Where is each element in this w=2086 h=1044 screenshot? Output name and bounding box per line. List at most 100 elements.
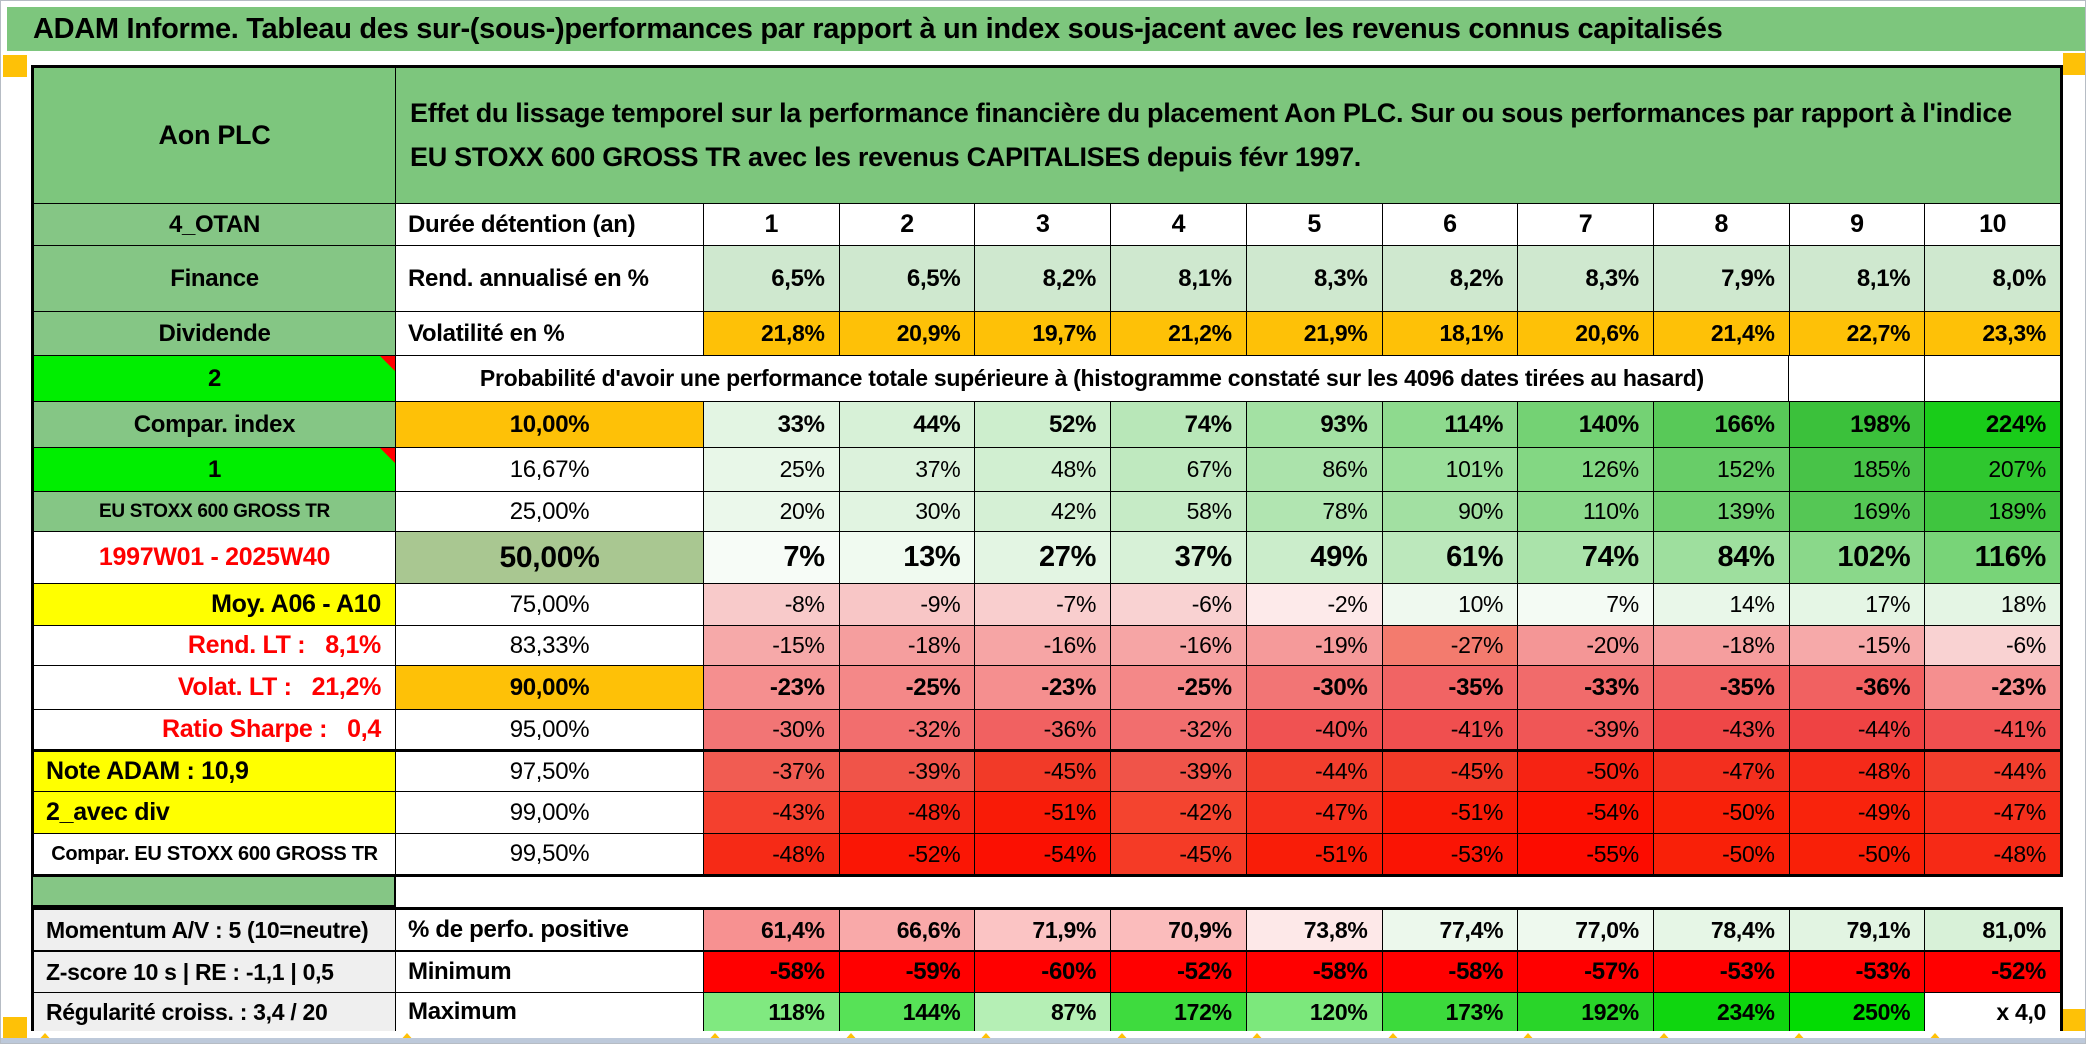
probability-6-value-5[interactable]: -19% bbox=[1246, 626, 1383, 666]
probability-1-value-7[interactable]: 140% bbox=[1518, 402, 1654, 448]
probability-4-value-2[interactable]: 13% bbox=[839, 532, 976, 584]
maximum-col-b[interactable]: Maximum bbox=[396, 993, 704, 1031]
probability-9-value-5[interactable]: -44% bbox=[1246, 752, 1383, 792]
probability-9-value-9[interactable]: -48% bbox=[1789, 752, 1926, 792]
probability-6-value-7[interactable]: -20% bbox=[1518, 626, 1654, 666]
col-header-2[interactable]: 2 bbox=[839, 204, 976, 246]
minimum-value-5[interactable]: -58% bbox=[1246, 952, 1383, 993]
probability-1-value-4[interactable]: 74% bbox=[1111, 402, 1247, 448]
probability-5-value-2[interactable]: -9% bbox=[839, 584, 976, 626]
probability-8-col-a[interactable]: Ratio Sharpe : 0,4 bbox=[34, 710, 396, 750]
probability-6-value-4[interactable]: -16% bbox=[1111, 626, 1247, 666]
col-header-7[interactable]: 7 bbox=[1518, 204, 1654, 246]
maximum-value-5[interactable]: 120% bbox=[1246, 993, 1383, 1031]
volatility-value-5[interactable]: 21,9% bbox=[1246, 312, 1383, 356]
probability-10-value-10[interactable]: -47% bbox=[1925, 792, 2061, 834]
probability-8-value-1[interactable]: -30% bbox=[704, 710, 840, 750]
maximum-value-7[interactable]: 192% bbox=[1518, 993, 1654, 1031]
minimum-value-4[interactable]: -52% bbox=[1111, 952, 1247, 993]
minimum-value-8[interactable]: -53% bbox=[1653, 952, 1790, 993]
minimum-value-2[interactable]: -59% bbox=[839, 952, 976, 993]
maximum-value-6[interactable]: 173% bbox=[1382, 993, 1519, 1031]
volatility-value-7[interactable]: 20,6% bbox=[1518, 312, 1654, 356]
perfo-positive-value-1[interactable]: 61,4% bbox=[704, 910, 840, 952]
probability-3-value-7[interactable]: 110% bbox=[1518, 492, 1654, 532]
probability-10-value-2[interactable]: -48% bbox=[839, 792, 976, 834]
probability-3-value-8[interactable]: 139% bbox=[1653, 492, 1790, 532]
probability-8-value-4[interactable]: -32% bbox=[1111, 710, 1247, 750]
probability-5-value-3[interactable]: -7% bbox=[975, 584, 1112, 626]
annual-return-value-9[interactable]: 8,1% bbox=[1789, 246, 1926, 312]
perfo-positive-value-9[interactable]: 79,1% bbox=[1789, 910, 1926, 952]
probability-3-col-b[interactable]: 25,00% bbox=[396, 492, 704, 532]
probability-3-value-1[interactable]: 20% bbox=[704, 492, 840, 532]
probability-2-value-3[interactable]: 48% bbox=[975, 448, 1112, 492]
probability-11-value-7[interactable]: -55% bbox=[1518, 834, 1654, 874]
probability-11-value-10[interactable]: -48% bbox=[1925, 834, 2061, 874]
probability-7-value-10[interactable]: -23% bbox=[1925, 666, 2061, 710]
probability-7-col-b[interactable]: 90,00% bbox=[396, 666, 704, 710]
probability-1-value-1[interactable]: 33% bbox=[704, 402, 840, 448]
probability-11-value-2[interactable]: -52% bbox=[839, 834, 976, 874]
probability-5-value-5[interactable]: -2% bbox=[1246, 584, 1383, 626]
volatility-value-9[interactable]: 22,7% bbox=[1789, 312, 1926, 356]
perfo-positive-value-10[interactable]: 81,0% bbox=[1925, 910, 2061, 952]
probability-10-value-5[interactable]: -47% bbox=[1246, 792, 1383, 834]
probability-6-value-8[interactable]: -18% bbox=[1653, 626, 1790, 666]
probability-11-value-8[interactable]: -50% bbox=[1653, 834, 1790, 874]
col-header-1[interactable]: 1 bbox=[704, 204, 840, 246]
col-header-4[interactable]: 4 bbox=[1111, 204, 1247, 246]
probability-2-value-4[interactable]: 67% bbox=[1111, 448, 1247, 492]
probability-7-col-a[interactable]: Volat. LT : 21,2% bbox=[34, 666, 396, 710]
probability-6-value-1[interactable]: -15% bbox=[704, 626, 840, 666]
probability-5-value-9[interactable]: 17% bbox=[1789, 584, 1926, 626]
probability-11-value-3[interactable]: -54% bbox=[975, 834, 1112, 874]
probability-9-value-8[interactable]: -47% bbox=[1653, 752, 1790, 792]
probability-10-value-4[interactable]: -42% bbox=[1111, 792, 1247, 834]
annual-return-value-1[interactable]: 6,5% bbox=[704, 246, 840, 312]
minimum-value-6[interactable]: -58% bbox=[1382, 952, 1519, 993]
probability-4-col-a[interactable]: 1997W01 - 2025W40 bbox=[34, 532, 396, 584]
annual-return-value-4[interactable]: 8,1% bbox=[1111, 246, 1247, 312]
maximum-value-9[interactable]: 250% bbox=[1789, 993, 1926, 1031]
perfo-positive-value-7[interactable]: 77,0% bbox=[1518, 910, 1654, 952]
probability-note-empty-9[interactable] bbox=[1788, 356, 1925, 402]
probability-9-value-2[interactable]: -39% bbox=[839, 752, 976, 792]
probability-3-value-2[interactable]: 30% bbox=[839, 492, 976, 532]
probability-9-value-7[interactable]: -50% bbox=[1518, 752, 1654, 792]
col-header-9[interactable]: 9 bbox=[1789, 204, 1926, 246]
probability-1-value-9[interactable]: 198% bbox=[1789, 402, 1926, 448]
probability-8-value-10[interactable]: -41% bbox=[1925, 710, 2061, 750]
probability-1-value-5[interactable]: 93% bbox=[1246, 402, 1383, 448]
probability-9-col-a[interactable]: Note ADAM : 10,9 bbox=[34, 752, 396, 792]
probability-6-col-b[interactable]: 83,33% bbox=[396, 626, 704, 666]
probability-1-value-6[interactable]: 114% bbox=[1382, 402, 1519, 448]
probability-11-value-5[interactable]: -51% bbox=[1246, 834, 1383, 874]
probability-3-value-9[interactable]: 169% bbox=[1789, 492, 1926, 532]
probability-note-empty-10[interactable] bbox=[1924, 356, 2061, 402]
probability-9-value-1[interactable]: -37% bbox=[704, 752, 840, 792]
probability-8-value-2[interactable]: -32% bbox=[839, 710, 976, 750]
probability-1-value-10[interactable]: 224% bbox=[1925, 402, 2061, 448]
annual-return-value-6[interactable]: 8,2% bbox=[1382, 246, 1519, 312]
perfo-positive-col-b[interactable]: % de perfo. positive bbox=[396, 910, 704, 952]
probability-8-col-b[interactable]: 95,00% bbox=[396, 710, 704, 750]
probability-8-value-3[interactable]: -36% bbox=[975, 710, 1112, 750]
probability-7-value-1[interactable]: -23% bbox=[704, 666, 840, 710]
probability-4-value-1[interactable]: 7% bbox=[704, 532, 840, 584]
probability-11-value-6[interactable]: -53% bbox=[1382, 834, 1519, 874]
minimum-value-9[interactable]: -53% bbox=[1789, 952, 1926, 993]
volatility-value-3[interactable]: 19,7% bbox=[975, 312, 1112, 356]
probability-1-col-b[interactable]: 10,00% bbox=[396, 402, 704, 448]
perfo-positive-value-6[interactable]: 77,4% bbox=[1382, 910, 1519, 952]
probability-2-value-8[interactable]: 152% bbox=[1653, 448, 1790, 492]
perfo-positive-value-3[interactable]: 71,9% bbox=[975, 910, 1112, 952]
volatility-value-8[interactable]: 21,4% bbox=[1653, 312, 1790, 356]
probability-5-value-10[interactable]: 18% bbox=[1925, 584, 2061, 626]
probability-10-value-3[interactable]: -51% bbox=[975, 792, 1112, 834]
duration-col-a[interactable]: 4_OTAN bbox=[34, 204, 396, 246]
probability-6-value-3[interactable]: -16% bbox=[975, 626, 1112, 666]
maximum-value-2[interactable]: 144% bbox=[839, 993, 976, 1031]
probability-7-value-6[interactable]: -35% bbox=[1382, 666, 1519, 710]
col-header-6[interactable]: 6 bbox=[1382, 204, 1519, 246]
